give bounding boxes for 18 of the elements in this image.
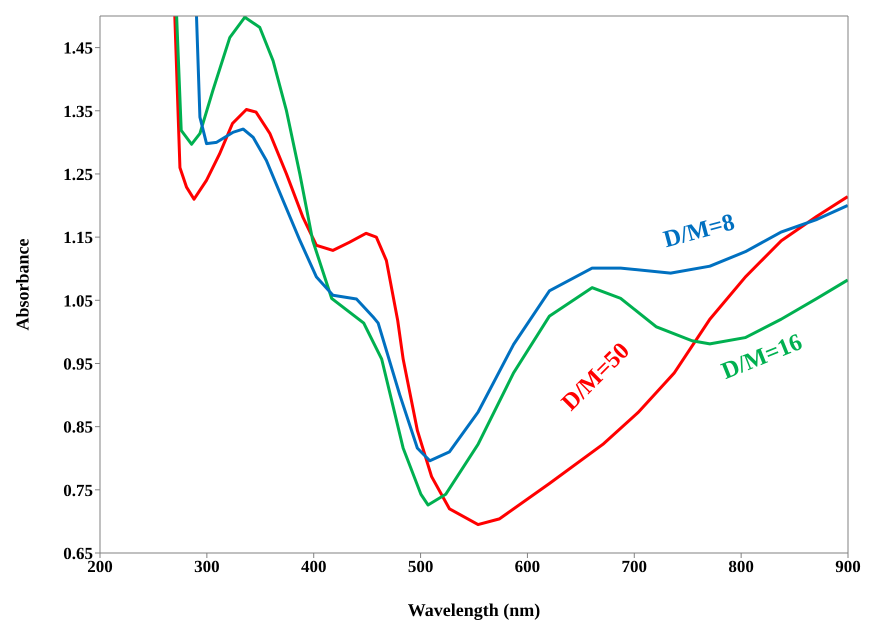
y-tick-label: 0.85 bbox=[63, 418, 93, 437]
x-tick-label: 300 bbox=[194, 557, 220, 576]
x-axis-title: Wavelength (nm) bbox=[408, 600, 540, 620]
x-tick-label: 500 bbox=[408, 557, 434, 576]
y-tick-label: 1.05 bbox=[63, 291, 93, 310]
x-tick-label: 900 bbox=[835, 557, 861, 576]
y-tick-label: 1.45 bbox=[63, 38, 93, 58]
y-axis-title: Absorbance bbox=[12, 238, 32, 331]
y-tick-label: 1.35 bbox=[63, 102, 93, 121]
x-tick-label: 600 bbox=[514, 557, 540, 576]
y-tick-label: 0.75 bbox=[63, 480, 93, 500]
y-tick-label: 0.95 bbox=[63, 354, 93, 374]
text: D/M=8 bbox=[660, 209, 738, 254]
x-tick-label: 800 bbox=[728, 557, 754, 576]
y-tick-label: 1.15 bbox=[63, 228, 93, 248]
x-tick-label: 400 bbox=[300, 557, 326, 576]
y-tick-label: 1.25 bbox=[63, 164, 93, 184]
x-tick-label: 700 bbox=[622, 557, 648, 576]
